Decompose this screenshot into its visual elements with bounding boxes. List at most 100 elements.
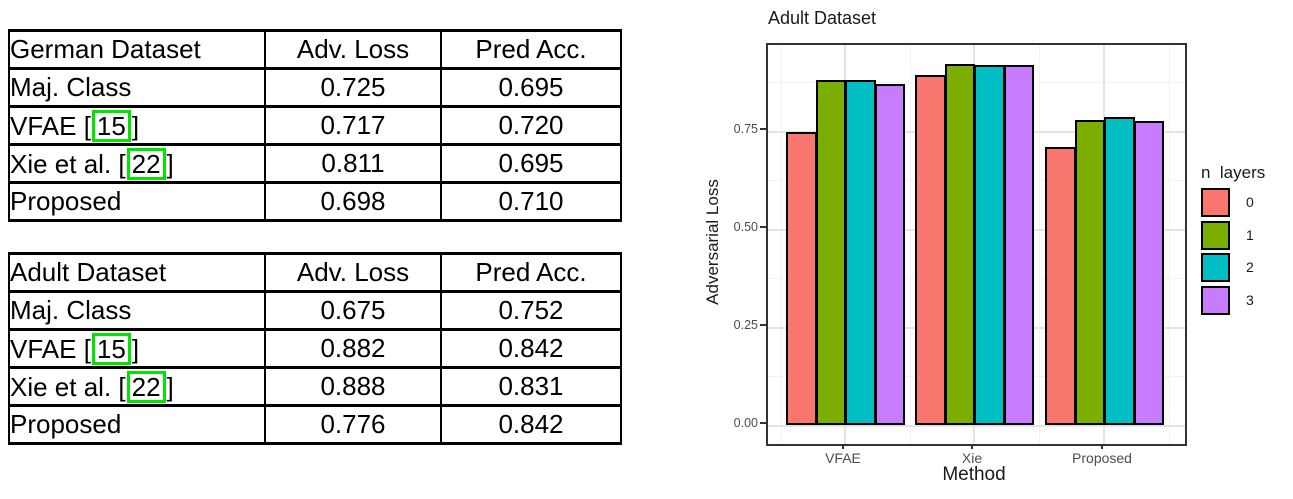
adv-loss-value: 0.882: [264, 328, 442, 369]
method-cell: Xie et al. [22]: [8, 143, 266, 184]
column-header-pred-acc: Pred Acc.: [440, 252, 622, 293]
bar-Proposed-layers-3: [1133, 120, 1164, 425]
table-header-row: German Dataset Adv. Loss Pred Acc.: [8, 29, 622, 70]
bar-VFAE-layers-1: [815, 80, 846, 425]
citation-link[interactable]: 22: [126, 370, 166, 403]
adversarial-loss-chart: Adult Dataset Adversarial Loss Method n …: [680, 0, 1293, 499]
legend-swatch-3: [1201, 285, 1230, 315]
bar-Proposed-layers-2: [1104, 117, 1135, 425]
bar-VFAE-layers-3: [874, 83, 905, 425]
legend-swatch-2: [1201, 253, 1230, 282]
y-tick-label: 0.25: [733, 318, 758, 332]
method-label: VFAE [: [10, 110, 91, 141]
x-axis-title: Method: [942, 464, 1006, 485]
bar-Xie-layers-0: [915, 74, 946, 425]
adv-loss-value: 0.675: [264, 290, 442, 331]
bar-Xie-layers-3: [1003, 65, 1034, 425]
bar-Proposed-layers-0: [1045, 147, 1076, 425]
method-label-suffix: ]: [131, 110, 140, 141]
table-row: Maj. Class 0.725 0.695: [8, 67, 622, 108]
y-axis-title: Adversarial Loss: [703, 179, 722, 305]
table-row: VFAE [15] 0.882 0.842: [8, 328, 622, 369]
y-tick-label: 0.50: [733, 220, 758, 234]
legend-label-1: 1: [1246, 226, 1254, 243]
legend-swatch-1: [1201, 220, 1230, 250]
y-tick-label: 0.75: [733, 122, 758, 136]
table-row: Maj. Class 0.675 0.752: [8, 290, 622, 331]
y-axis-tick: [760, 128, 766, 130]
adv-loss-value: 0.725: [264, 67, 442, 108]
method-label: VFAE [: [10, 333, 91, 364]
table-row: Proposed 0.698 0.710: [8, 181, 622, 222]
column-header-pred-acc: Pred Acc.: [440, 29, 622, 70]
pred-acc-value: 0.842: [440, 404, 622, 445]
x-axis-tick: [971, 444, 973, 449]
method-label-suffix: ]: [166, 148, 174, 179]
x-axis-tick: [842, 444, 844, 449]
y-axis-tick: [760, 422, 766, 424]
method-label: Xie et al. [: [10, 148, 126, 179]
gridline-minor-vertical: [1039, 45, 1040, 444]
legend-label-0: 0: [1246, 194, 1254, 210]
x-tick-label-xie: Xie: [961, 450, 983, 466]
y-tick-label: 0.00: [733, 416, 758, 430]
method-cell: Proposed: [8, 404, 266, 445]
table-row: Xie et al. [22] 0.811 0.695: [8, 143, 622, 184]
citation-link[interactable]: 22: [126, 147, 166, 180]
x-tick-label-proposed: Proposed: [1072, 450, 1132, 466]
adv-loss-value: 0.888: [264, 366, 442, 407]
pred-acc-value: 0.752: [440, 290, 622, 331]
method-label: Maj. Class: [10, 295, 132, 325]
pred-acc-value: 0.720: [440, 105, 622, 146]
table-header-row: Adult Dataset Adv. Loss Pred Acc.: [8, 252, 622, 293]
citation-link[interactable]: 15: [91, 332, 131, 365]
method-cell: Maj. Class: [8, 67, 266, 108]
method-label: Proposed: [10, 409, 122, 439]
adult-dataset-table: Adult Dataset Adv. Loss Pred Acc. Maj. C…: [8, 252, 622, 445]
gridline-major-horizontal: [768, 425, 1185, 427]
bar-VFAE-layers-0: [786, 132, 817, 425]
gridline-minor-vertical: [909, 45, 911, 444]
method-label: Xie et al. [: [10, 371, 126, 402]
column-header-dataset: German Dataset: [8, 29, 266, 70]
citation-link[interactable]: 15: [91, 109, 131, 142]
adv-loss-value: 0.811: [264, 143, 442, 184]
pred-acc-value: 0.842: [440, 328, 622, 369]
column-header-dataset: Adult Dataset: [8, 252, 266, 293]
x-tick-label-vfae: VFAE: [825, 450, 861, 466]
pred-acc-value: 0.695: [440, 67, 622, 108]
german-dataset-table: German Dataset Adv. Loss Pred Acc. Maj. …: [8, 29, 622, 222]
adv-loss-value: 0.698: [264, 181, 442, 222]
bar-Xie-layers-1: [944, 63, 975, 425]
method-label: Maj. Class: [10, 72, 132, 102]
legend-title: n layers: [1201, 163, 1266, 182]
pred-acc-value: 0.695: [440, 143, 622, 184]
table-row: VFAE [15] 0.717 0.720: [8, 105, 622, 146]
column-header-adv-loss: Adv. Loss: [264, 252, 442, 293]
pred-acc-value: 0.831: [440, 366, 622, 407]
gridline-minor-vertical: [780, 45, 782, 444]
bar-Proposed-layers-1: [1074, 120, 1105, 425]
method-cell: VFAE [15]: [8, 105, 266, 146]
y-axis-tick: [760, 324, 766, 326]
pred-acc-value: 0.710: [440, 181, 622, 222]
table-row: Proposed 0.776 0.842: [8, 404, 622, 445]
adv-loss-value: 0.717: [264, 105, 442, 146]
adv-loss-value: 0.776: [264, 404, 442, 445]
legend-label-2: 2: [1246, 259, 1254, 275]
x-axis-tick: [1101, 444, 1103, 449]
legend-swatch-0: [1201, 188, 1230, 217]
gridline-minor-vertical: [1168, 45, 1170, 444]
method-cell: Xie et al. [22]: [8, 366, 266, 407]
method-label-suffix: ]: [131, 333, 140, 364]
bar-VFAE-layers-2: [845, 80, 876, 425]
legend-label-3: 3: [1246, 291, 1254, 308]
column-header-adv-loss: Adv. Loss: [264, 29, 442, 70]
y-axis-tick: [760, 226, 766, 228]
method-cell: Proposed: [8, 181, 266, 222]
method-cell: VFAE [15]: [8, 328, 266, 369]
bar-Xie-layers-2: [974, 65, 1005, 425]
method-label-suffix: ]: [166, 371, 174, 402]
method-label: Proposed: [10, 186, 122, 216]
table-row: Xie et al. [22] 0.888 0.831: [8, 366, 622, 407]
